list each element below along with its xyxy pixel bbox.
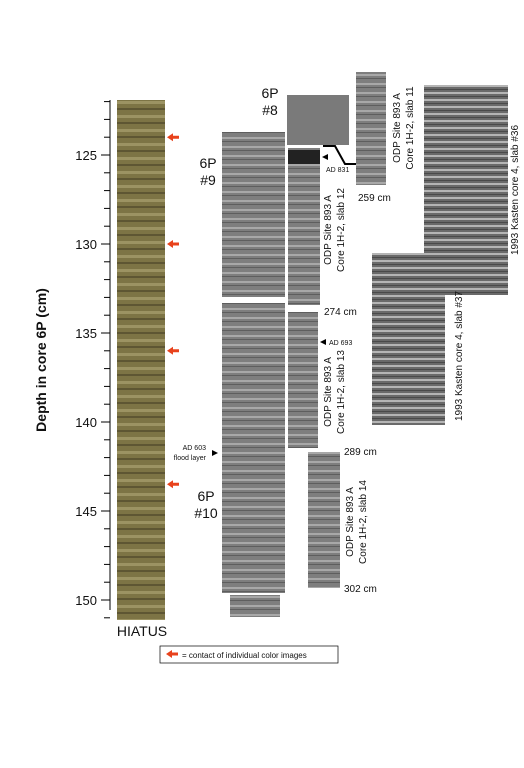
slab-label: ODP Site 893 A Core 1H-2, slab 14: [345, 480, 369, 564]
slab-line: Core 1H-2, slab 12: [336, 188, 347, 272]
slab-label: ODP Site 893 A Core 1H-2, slab 12: [323, 188, 347, 272]
y-tick-label: 125: [75, 148, 97, 163]
slab-14: [308, 452, 340, 588]
slab-line: ODP Site 893 A: [323, 195, 334, 265]
core-label: #10: [194, 505, 218, 521]
core-6p9: [222, 132, 285, 297]
core-label: #9: [200, 172, 216, 188]
age-label: flood layer: [174, 455, 207, 462]
kasten-label: 1993 Kasten core 4, slab #37: [454, 291, 465, 422]
depth-axis: Depth in core 6P (cm): [33, 100, 111, 610]
age-label: AD 603: [183, 445, 206, 452]
connector: [323, 145, 356, 165]
contact-arrow: [167, 240, 179, 248]
slab-12-top: [288, 150, 320, 164]
kasten-label: 1993 Kasten core 4, slab #36: [510, 125, 521, 256]
age-label: AD 831: [326, 167, 349, 174]
y-tick-label: 150: [75, 593, 97, 608]
slab-line: ODP Site 893 A: [345, 487, 356, 557]
age-label: AD 693: [329, 340, 352, 347]
contact-arrow: [167, 133, 179, 142]
slab-line: Core 1H-2, slab 14: [358, 480, 369, 564]
age-arrow: [212, 450, 218, 456]
hiatus-label: HIATUS: [117, 623, 167, 639]
slab-line: ODP Site 893 A: [323, 357, 334, 427]
core-6p: [117, 100, 165, 620]
core-images: [117, 72, 508, 620]
axis-label: Depth in core 6P (cm): [33, 288, 49, 432]
depth-label: 302 cm: [344, 584, 377, 595]
core-label: 6P: [197, 488, 214, 504]
legend-arrow: [166, 650, 178, 658]
depth-label: 274 cm: [324, 307, 357, 318]
contact-arrow: [167, 480, 179, 489]
contact-arrow: [167, 346, 179, 355]
core-label: 6P: [261, 85, 278, 101]
core-6p10: [222, 303, 285, 593]
age-arrow: [322, 154, 328, 160]
core-6p8: [287, 95, 349, 145]
core-label: #8: [262, 102, 278, 118]
y-tick-label: 140: [75, 415, 97, 430]
core-label: 6P: [199, 155, 216, 171]
y-tick-label: 145: [75, 504, 97, 519]
depth-label: 289 cm: [344, 447, 377, 458]
slab-line: Core 1H-2, slab 13: [336, 350, 347, 434]
y-tick-label: 130: [75, 237, 97, 252]
slab-12: [288, 148, 320, 305]
slab-11: [356, 72, 386, 185]
kasten-37: [372, 253, 445, 425]
slab-line: Core 1H-2, slab 11: [405, 86, 416, 170]
slab-13: [288, 312, 318, 448]
y-tick-label: 135: [75, 326, 97, 341]
legend-text: = contact of individual color images: [182, 651, 307, 660]
slab-label: ODP Site 893 A Core 1H-2, slab 11: [392, 86, 416, 170]
legend-box: [159, 645, 339, 664]
core-6p10-end: [230, 595, 280, 617]
age-arrow: [320, 339, 326, 345]
slab-line: ODP Site 893 A: [392, 93, 403, 163]
depth-label: 259 cm: [358, 193, 391, 204]
slab-label: ODP Site 893 A Core 1H-2, slab 13: [323, 350, 347, 434]
